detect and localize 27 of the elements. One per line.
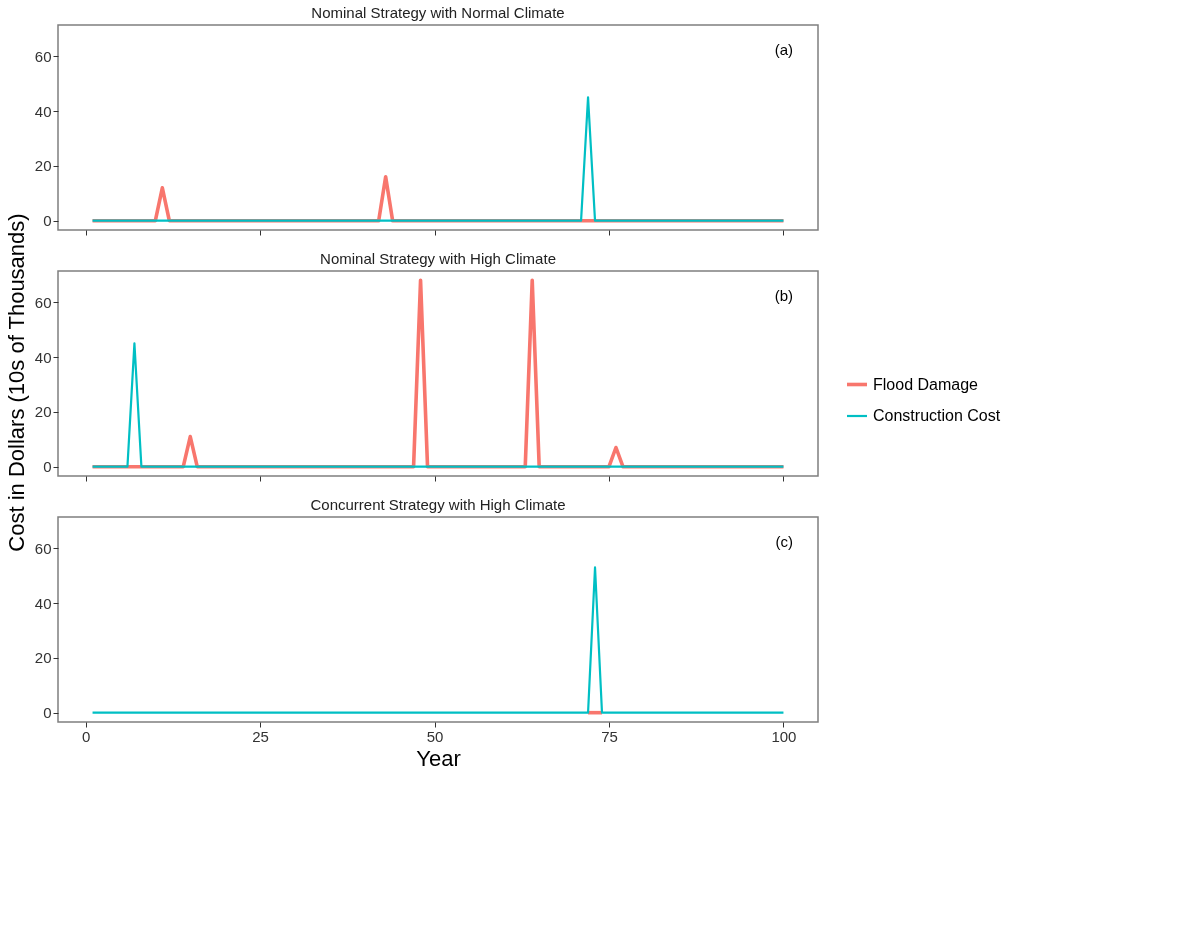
legend-label: Construction Cost — [873, 407, 1001, 424]
chart-title: Concurrent Strategy with High Climate — [310, 496, 566, 513]
x-tick-label: 75 — [601, 727, 618, 745]
annotation: (b) — [774, 287, 793, 304]
y-tick-label: 0 — [43, 212, 52, 230]
y-tick-label: 0 — [43, 704, 52, 722]
y-tick-label: 20 — [34, 157, 52, 175]
y-tick-label: 40 — [34, 594, 52, 612]
y-axis-title: Cost in Dollars (10s of Thousands) — [4, 213, 29, 552]
y-tick-label: 0 — [43, 458, 52, 476]
y-tick-label: 60 — [34, 293, 52, 311]
x-tick-label: 0 — [81, 727, 91, 745]
annotation: (c) — [775, 533, 793, 550]
chart-title: Nominal Strategy with Normal Climate — [311, 4, 565, 21]
x-tick-label: 25 — [252, 727, 269, 745]
y-tick-label: 20 — [34, 649, 52, 667]
annotation: (a) — [774, 41, 793, 58]
y-tick-label: 20 — [34, 403, 52, 421]
y-tick-label: 40 — [34, 348, 52, 366]
y-tick-label: 40 — [34, 102, 52, 120]
y-tick-label: 60 — [34, 539, 52, 557]
x-tick-label: 100 — [771, 727, 797, 745]
x-tick-label: 50 — [426, 727, 444, 745]
y-tick-label: 60 — [34, 47, 52, 65]
x-axis-title: Year — [416, 745, 461, 771]
legend-label: Flood Damage — [873, 375, 979, 393]
chart-title: Nominal Strategy with High Climate — [320, 250, 556, 267]
